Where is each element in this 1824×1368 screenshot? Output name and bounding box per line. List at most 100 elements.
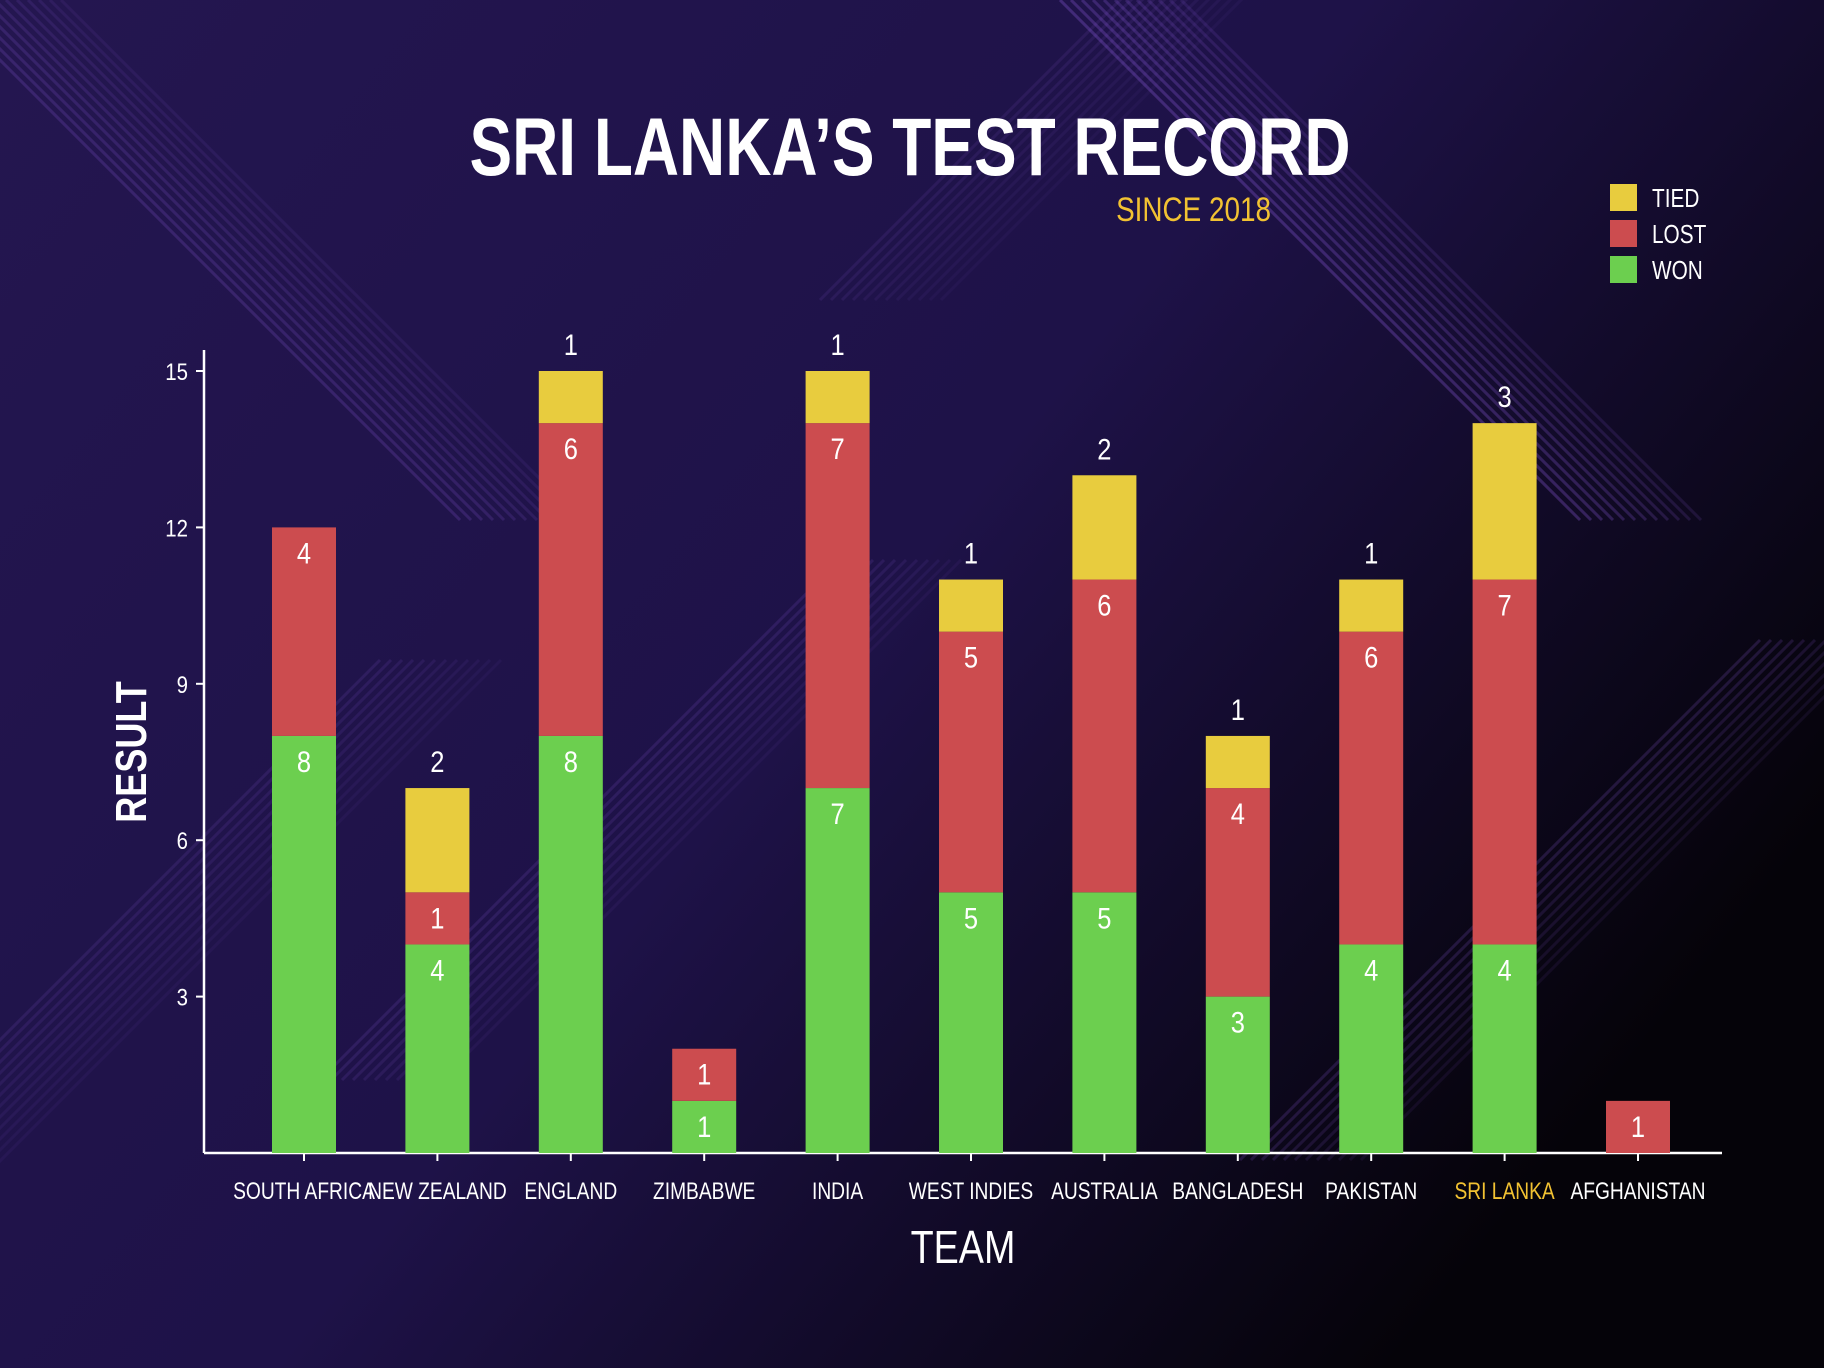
x-tick-label: PAKISTAN	[1325, 1177, 1417, 1205]
background-stripe	[1315, 650, 1824, 1162]
background-stripe	[0, 658, 437, 1098]
data-label: 1	[831, 328, 845, 361]
background-stripe	[0, 13, 506, 522]
background-stripe	[1102, 0, 1626, 522]
data-label: 1	[1631, 1110, 1645, 1143]
data-label: 6	[564, 432, 578, 465]
background-stripe	[0, 658, 470, 1131]
background-stripe	[0, 658, 448, 1109]
bar-tied-australia	[1072, 475, 1137, 580]
bar-tied-india	[805, 371, 870, 424]
bar-lost-sri-lanka	[1472, 579, 1537, 945]
background-stripe	[1146, 0, 1670, 522]
y-tick-label: 9	[177, 671, 188, 698]
chart-subtitle: SINCE 2018	[1116, 190, 1271, 228]
x-axis-label: TEAM	[911, 1221, 1016, 1272]
legend: TIED LOST WON	[1610, 184, 1706, 285]
bar-lost-australia	[1072, 579, 1137, 893]
bar-tied-sri-lanka	[1472, 423, 1537, 580]
y-tick-label: 15	[165, 358, 188, 385]
bar-won-west-indies	[939, 892, 1003, 1153]
background-stripe	[439, 558, 963, 1082]
x-tick-label: NEW ZEALAND	[368, 1177, 507, 1205]
background-stripe	[37, 0, 561, 522]
background-stripe	[48, 0, 572, 522]
bar-lost-india	[805, 423, 870, 789]
y-tick-label: 3	[177, 984, 188, 1011]
bar-tied-west-indies	[939, 579, 1003, 632]
data-label: 3	[1231, 1006, 1245, 1039]
background-stripe	[1359, 694, 1824, 1162]
data-label: 4	[1498, 954, 1512, 987]
data-label: 3	[1498, 380, 1512, 413]
bars: 8 4 4 1 2 8 6 1 1 1 7 7 1 5 5 1 5 6 2 3 4 1 4 6 1 4 7 3 1	[272, 328, 1670, 1153]
bar-tied-new-zealand	[405, 788, 470, 893]
bar-won-new-zealand	[405, 944, 470, 1153]
background-stripe	[917, 0, 1222, 302]
background-stripe	[0, 24, 495, 522]
background-stripe	[1157, 0, 1681, 522]
bar-lost-afghanistan	[1606, 1100, 1670, 1153]
bar-lost-new-zealand	[405, 892, 470, 945]
data-label: 4	[297, 536, 311, 569]
bar-lost-bangladesh	[1205, 788, 1270, 997]
background-stripe	[1179, 0, 1703, 522]
y-ticks: 3 6 9 12 15	[165, 358, 204, 1011]
bar-lost-south-africa	[272, 527, 336, 736]
background-stripe	[1326, 661, 1824, 1162]
data-label: 1	[697, 1110, 711, 1143]
legend-swatch-tied	[1610, 184, 1637, 211]
x-tick-label: WEST INDIES	[909, 1177, 1033, 1205]
background-stripe	[884, 0, 1189, 302]
bar-won-pakistan	[1339, 944, 1404, 1153]
data-label: 1	[564, 328, 578, 361]
bar-tied-bangladesh	[1205, 735, 1270, 789]
bar-won-india	[805, 788, 870, 1153]
data-label: 1	[1364, 537, 1378, 570]
data-label: 1	[697, 1058, 711, 1091]
background-stripe	[1348, 683, 1824, 1162]
legend-label-won: WON	[1652, 256, 1703, 285]
legend-label-lost: LOST	[1652, 220, 1706, 249]
legend-swatch-won	[1610, 256, 1637, 283]
background-stripe	[0, 658, 492, 1153]
x-tick-label: ZIMBABWE	[653, 1177, 755, 1205]
background-stripe	[1337, 672, 1824, 1162]
bar-won-england	[538, 735, 603, 1153]
background-stripe	[0, 35, 484, 522]
background-stripe	[818, 0, 1123, 302]
x-tick-label: ENGLAND	[524, 1177, 617, 1205]
background-stripe	[4, 0, 528, 522]
legend-swatch-lost	[1610, 220, 1637, 247]
y-tick-label: 6	[177, 828, 188, 855]
legend-label-tied: TIED	[1652, 184, 1699, 213]
bar-won-zimbabwe	[672, 1100, 737, 1153]
background-stripe	[26, 0, 550, 522]
bar-won-south-africa	[272, 735, 336, 1153]
background-stripe	[829, 0, 1134, 302]
background-stripe	[0, 658, 481, 1142]
background-stripe	[0, 57, 462, 522]
data-label: 4	[1364, 954, 1378, 987]
data-label: 8	[564, 745, 578, 778]
data-label: 5	[964, 901, 978, 934]
x-tick-label: AFGHANISTAN	[1570, 1177, 1705, 1205]
data-label: 4	[430, 954, 444, 987]
data-label: 8	[297, 745, 311, 778]
background-stripe	[840, 0, 1145, 302]
background-stripe	[1113, 0, 1637, 522]
x-tick-label: SRI LANKA	[1454, 1177, 1555, 1205]
data-label: 2	[430, 745, 444, 778]
data-label: 4	[1231, 797, 1245, 830]
chart-title: SRI LANKA’S TEST RECORD	[469, 100, 1350, 193]
x-tick-label: SOUTH AFRICA	[233, 1177, 375, 1205]
bar-lost-west-indies	[939, 631, 1003, 893]
bar-won-bangladesh	[1205, 996, 1270, 1153]
background-stripe	[851, 0, 1156, 302]
data-label: 1	[1231, 693, 1245, 726]
x-tick-label: BANGLADESH	[1172, 1177, 1303, 1205]
x-tick-label: AUSTRALIA	[1051, 1177, 1158, 1205]
background-stripe	[939, 0, 1244, 302]
data-label: 5	[964, 641, 978, 674]
